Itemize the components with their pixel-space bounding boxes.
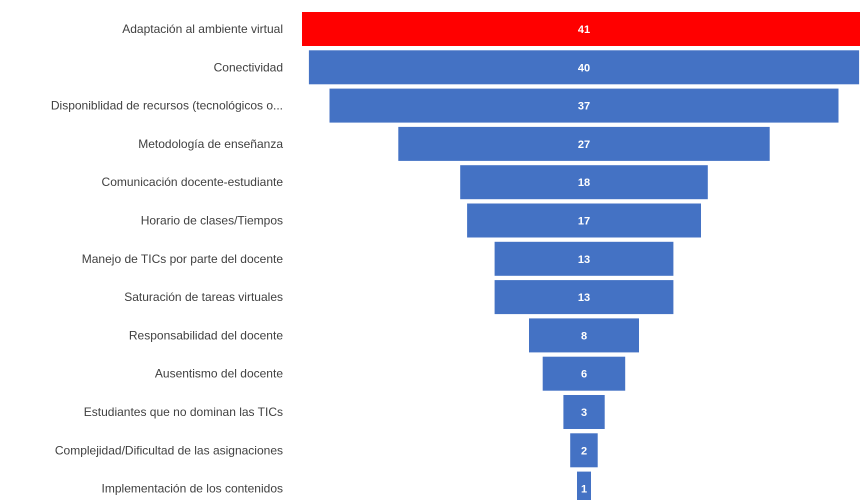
category-label: Metodología de enseñanza <box>138 137 283 151</box>
funnel-bar <box>494 280 674 315</box>
funnel-bar <box>494 241 674 276</box>
value-labels: 41 40 37 27 18 17 13 13 8 6 3 2 1 <box>578 24 590 496</box>
value-label: 40 <box>578 62 590 74</box>
value-label: 3 <box>581 407 587 419</box>
category-label: Saturación de tareas virtuales <box>124 290 283 304</box>
category-label: Conectividad <box>214 60 283 74</box>
category-label: Manejo de TICs por parte del docente <box>82 252 284 266</box>
value-label: 13 <box>578 254 590 266</box>
category-label: Implementación de los contenidos <box>102 482 283 496</box>
category-label: Complejidad/Dificultad de las asignacion… <box>55 443 283 457</box>
value-label: 41 <box>578 24 590 36</box>
funnel-bar <box>577 471 591 500</box>
category-label: Ausentismo del docente <box>155 367 283 381</box>
funnel-bars <box>302 12 860 500</box>
category-label: Adaptación al ambiente virtual <box>122 22 283 36</box>
value-label: 37 <box>578 101 590 113</box>
funnel-bar <box>529 318 639 353</box>
funnel-bar <box>570 433 598 468</box>
value-label: 6 <box>581 369 587 381</box>
funnel-bar <box>542 356 626 391</box>
value-label: 2 <box>581 445 587 457</box>
category-label: Horario de clases/Tiempos <box>141 214 283 228</box>
value-label: 8 <box>581 330 587 342</box>
funnel-bar <box>460 165 708 200</box>
funnel-bar <box>467 203 701 238</box>
value-label: 27 <box>578 139 590 151</box>
value-label: 13 <box>578 292 590 304</box>
value-label: 1 <box>581 484 587 496</box>
funnel-bar <box>329 88 839 123</box>
funnel-bar <box>308 50 860 85</box>
category-label: Responsabilidad del docente <box>129 328 283 342</box>
category-label: Comunicación docente-estudiante <box>102 175 284 189</box>
value-label: 18 <box>578 177 590 189</box>
funnel-bar <box>563 395 605 429</box>
category-label: Estudiantes que no dominan las TICs <box>84 405 283 419</box>
category-label: Disponiblidad de recursos (tecnológicos … <box>51 99 283 113</box>
funnel-bar <box>302 12 860 46</box>
category-labels: Adaptación al ambiente virtual Conectivid… <box>51 22 283 496</box>
funnel-bar <box>398 126 770 161</box>
value-label: 17 <box>578 216 590 228</box>
